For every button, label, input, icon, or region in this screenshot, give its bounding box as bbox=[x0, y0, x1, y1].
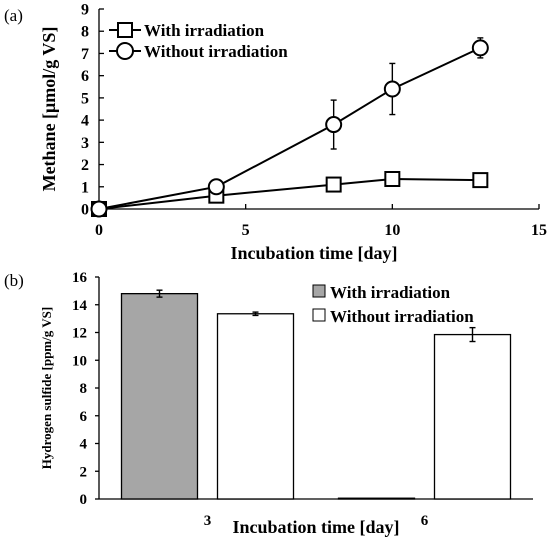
b-legend-swatch-with bbox=[312, 284, 326, 298]
a-x-tick-label: 10 bbox=[384, 222, 400, 239]
a-y-tick-label: 4 bbox=[81, 113, 89, 130]
a-legend-marker-square bbox=[117, 22, 133, 38]
b-bar-without-irradiation-day-6 bbox=[433, 333, 512, 500]
b-y-tick-label: 8 bbox=[80, 381, 88, 397]
a-y-tick-label: 7 bbox=[81, 46, 89, 63]
a-point-circle bbox=[471, 39, 489, 57]
b-y-tick-label: 6 bbox=[80, 409, 88, 425]
a-y-tick-label: 5 bbox=[81, 90, 89, 107]
a-y-axis-title: Methane [μmol/g VS] bbox=[39, 27, 59, 192]
a-legend-label-without: Without irradiation bbox=[144, 42, 288, 61]
b-y-tick-label: 12 bbox=[72, 326, 87, 342]
panel-a-label: (a) bbox=[4, 6, 23, 25]
a-y-tick-label: 9 bbox=[81, 2, 89, 19]
a-point-square bbox=[384, 171, 401, 187]
b-legend-swatch-without bbox=[312, 308, 326, 322]
b-bar-with-irradiation-day-6 bbox=[337, 497, 416, 500]
b-legend-item-with-irradiation: With irradiation bbox=[312, 283, 451, 302]
b-y-tick-label: 0 bbox=[80, 492, 88, 508]
a-point-circle bbox=[90, 200, 108, 218]
b-y-tick-label: 16 bbox=[72, 270, 88, 286]
a-point-circle bbox=[383, 80, 401, 98]
b-y-tick-label: 10 bbox=[72, 353, 87, 369]
a-point-circle bbox=[207, 178, 225, 196]
a-x-tick-label: 5 bbox=[242, 222, 250, 239]
b-category-label: 3 bbox=[204, 513, 212, 529]
a-axis-ticks: 0 1 2 3 4 5 6 7 8 9 0 5 10 15 bbox=[81, 2, 547, 240]
b-y-tick-label: 4 bbox=[80, 437, 88, 453]
a-series-without-irradiation bbox=[90, 37, 489, 218]
a-legend-marker-circle bbox=[116, 42, 134, 60]
a-series-layer bbox=[90, 37, 489, 218]
a-x-tick-label: 0 bbox=[95, 222, 103, 239]
b-bars-layer bbox=[120, 289, 512, 500]
a-legend-item-without-irradiation: Without irradiation bbox=[109, 42, 288, 61]
a-x-axis-title: Incubation time [day] bbox=[230, 243, 397, 263]
a-point-circle bbox=[325, 116, 343, 134]
b-legend-label-without: Without irradiation bbox=[330, 307, 474, 326]
b-legend-label-with: With irradiation bbox=[330, 283, 451, 302]
b-axis-ticks: 0 2 4 6 8 10 12 14 16 bbox=[72, 270, 99, 508]
b-category-label: 6 bbox=[421, 513, 429, 529]
b-legend-item-without-irradiation: Without irradiation bbox=[312, 307, 474, 326]
a-series-line bbox=[98, 177, 481, 210]
a-series-line bbox=[98, 46, 481, 210]
a-point-square bbox=[472, 172, 489, 189]
a-legend-item-with-irradiation: With irradiation bbox=[109, 21, 265, 40]
a-y-tick-label: 1 bbox=[81, 179, 89, 196]
panel-b-label: (b) bbox=[4, 271, 24, 290]
b-y-tick-label: 14 bbox=[72, 298, 88, 314]
b-bar-without-irradiation-day-3 bbox=[216, 313, 295, 500]
a-y-tick-label: 3 bbox=[81, 135, 89, 152]
a-y-tick-label: 2 bbox=[81, 157, 89, 174]
a-point-square bbox=[325, 176, 342, 193]
a-x-tick-label: 15 bbox=[531, 222, 547, 239]
a-legend-label-with: With irradiation bbox=[144, 21, 265, 40]
a-y-tick-label: 8 bbox=[81, 24, 89, 41]
b-y-axis-title: Hydrogen sulfide [ppm/g VS] bbox=[39, 307, 54, 469]
a-y-tick-label: 6 bbox=[81, 68, 89, 85]
b-legend: With irradiation Without irradiation bbox=[312, 283, 474, 326]
methane-line-chart: (a) 0 1 2 3 4 5 6 7 8 9 0 5 10 15 Incubation time [da… bbox=[4, 2, 547, 264]
a-y-tick-label: 0 bbox=[81, 202, 89, 219]
b-y-tick-label: 2 bbox=[80, 464, 88, 480]
b-x-axis-title: Incubation time [day] bbox=[232, 517, 399, 537]
a-legend: With irradiation Without irradiation bbox=[109, 21, 288, 61]
b-bar-with-irradiation-day-3 bbox=[120, 292, 199, 500]
